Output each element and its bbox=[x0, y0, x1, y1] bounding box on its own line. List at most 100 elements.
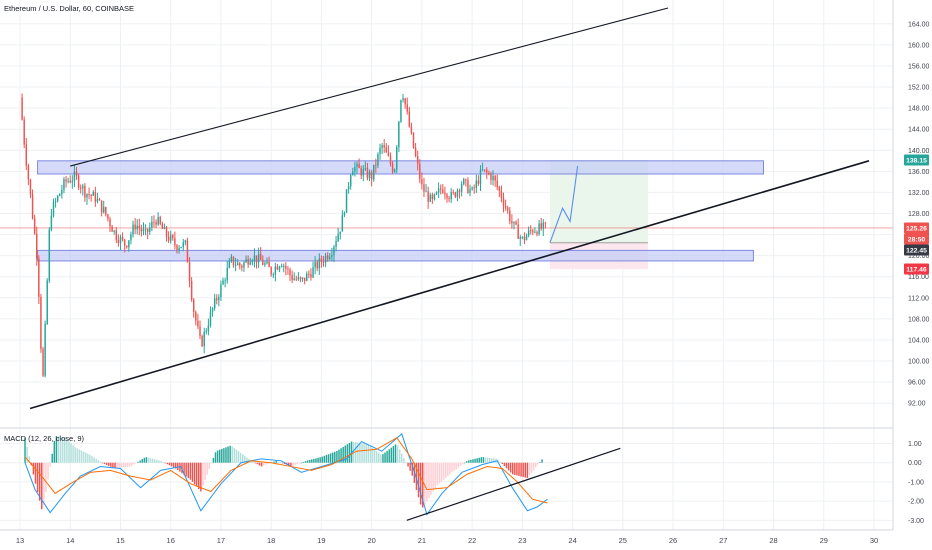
candle-body bbox=[542, 222, 545, 229]
candle-body bbox=[92, 192, 94, 196]
candle-body bbox=[473, 187, 475, 189]
candle-body bbox=[199, 326, 201, 336]
macd-histogram-bar bbox=[522, 462, 524, 478]
macd-histogram-bar bbox=[118, 462, 120, 468]
macd-histogram-bar bbox=[499, 461, 501, 463]
candle-body bbox=[322, 261, 325, 263]
candle-body bbox=[454, 192, 457, 197]
macd-histogram-bar bbox=[256, 462, 259, 465]
candle-body bbox=[239, 263, 241, 266]
candle-body bbox=[333, 246, 335, 256]
candle-body bbox=[226, 267, 228, 281]
macd-histogram-bar bbox=[363, 443, 365, 463]
candle-body bbox=[149, 227, 151, 232]
candle-body bbox=[245, 259, 247, 263]
candle-body bbox=[84, 185, 86, 198]
candle-body bbox=[52, 202, 55, 216]
candle-body bbox=[517, 224, 519, 239]
support-zone[interactable] bbox=[37, 249, 754, 262]
candle-body bbox=[123, 239, 126, 246]
macd-histogram-bar bbox=[486, 457, 489, 463]
macd-histogram-bar bbox=[321, 456, 323, 463]
macd-histogram-bar bbox=[120, 462, 123, 468]
candle-body bbox=[136, 225, 138, 230]
macd-histogram-bar bbox=[202, 462, 204, 486]
resistance-zone[interactable] bbox=[37, 160, 764, 175]
candle-body bbox=[456, 190, 459, 197]
macd-histogram-bar bbox=[76, 448, 79, 463]
time-axis-tick-label: 20 bbox=[367, 536, 375, 545]
candle-body bbox=[249, 262, 251, 265]
macd-histogram-bar bbox=[91, 456, 93, 463]
macd-histogram-bar bbox=[258, 462, 261, 466]
macd-histogram-bar bbox=[325, 455, 328, 463]
macd-histogram-bar bbox=[250, 460, 252, 463]
macd-histogram-bar bbox=[193, 462, 196, 485]
candle-body bbox=[21, 97, 23, 120]
candle-body bbox=[253, 255, 256, 262]
macd-histogram-bar bbox=[488, 457, 491, 463]
macd-histogram-bar bbox=[411, 462, 413, 476]
candle-body bbox=[280, 266, 283, 267]
candle-body bbox=[155, 222, 157, 225]
channel-lower-trendline[interactable] bbox=[29, 160, 870, 410]
macd-histogram-bar bbox=[507, 462, 510, 471]
macd-histogram-bar bbox=[407, 462, 409, 467]
drawings-layer[interactable] bbox=[29, 7, 870, 410]
price-badge bbox=[904, 222, 929, 234]
macd-histogram-bar bbox=[114, 462, 116, 469]
macd-pane bbox=[0, 427, 893, 521]
candle-body bbox=[439, 188, 442, 190]
macd-histogram-bar bbox=[43, 462, 45, 505]
macd-histogram-bar bbox=[421, 462, 424, 508]
price-axis-tick-label: 112.00 bbox=[908, 295, 929, 302]
macd-histogram-bar bbox=[428, 462, 430, 498]
macd-histogram-bar bbox=[338, 449, 340, 463]
macd-histogram-bar bbox=[128, 462, 131, 467]
macd-histogram-bar bbox=[210, 462, 213, 464]
macd-histogram-bar bbox=[528, 462, 531, 476]
candle-body bbox=[38, 258, 40, 297]
macd-histogram-bar bbox=[357, 442, 359, 463]
macd-trendline[interactable] bbox=[406, 447, 621, 521]
candle-body bbox=[458, 190, 461, 192]
macd-axis-tick-label: 1.00 bbox=[908, 441, 922, 448]
candle-body bbox=[345, 189, 348, 213]
macd-histogram-bar bbox=[164, 462, 166, 464]
macd-histogram-bar bbox=[505, 462, 508, 469]
candle-body bbox=[144, 228, 147, 230]
macd-histogram-bar bbox=[434, 462, 437, 489]
candle-body bbox=[366, 167, 369, 179]
candle-body bbox=[379, 147, 381, 154]
candle-body bbox=[75, 171, 78, 176]
macd-histogram-bar bbox=[139, 460, 141, 463]
macd-histogram-bar bbox=[541, 459, 543, 463]
macd-histogram-bar bbox=[516, 462, 518, 476]
projection-path[interactable] bbox=[549, 166, 579, 243]
candle-body bbox=[299, 277, 302, 279]
price-axis-tick-label: 128.00 bbox=[908, 211, 930, 218]
macd-histogram-bar bbox=[369, 446, 372, 463]
macd-histogram-bar bbox=[388, 449, 390, 463]
candle-body bbox=[534, 231, 536, 233]
candle-body bbox=[278, 266, 281, 270]
macd-histogram-bar bbox=[177, 462, 179, 471]
channel-upper-trendline[interactable] bbox=[70, 7, 669, 167]
macd-histogram-bar bbox=[227, 446, 229, 463]
candle-body bbox=[153, 221, 155, 223]
macd-histogram-bar bbox=[131, 462, 133, 466]
candle-body bbox=[423, 184, 425, 192]
candle-body bbox=[65, 179, 67, 182]
macd-histogram-bar bbox=[468, 460, 470, 463]
time-axis-tick-label: 21 bbox=[418, 536, 426, 545]
candle-body bbox=[460, 184, 463, 192]
macd-histogram-bar bbox=[101, 462, 104, 464]
candle-body bbox=[186, 240, 189, 263]
candle-body bbox=[102, 207, 105, 213]
candle-body bbox=[483, 169, 486, 171]
macd-histogram-bar bbox=[380, 454, 382, 463]
time-axis-tick-label: 25 bbox=[619, 536, 627, 545]
macd-histogram-bar bbox=[225, 447, 227, 463]
